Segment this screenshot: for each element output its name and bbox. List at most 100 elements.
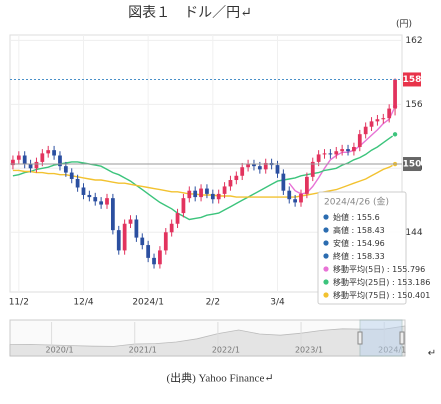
tooltip-separator: :	[389, 278, 397, 287]
candle-body	[375, 119, 380, 122]
tooltip-value: 155.796	[392, 265, 425, 274]
candle-body	[246, 164, 250, 168]
tooltip-label: 移動平均(75日)	[333, 290, 389, 300]
candle-body	[369, 121, 374, 127]
tooltip-dot	[323, 292, 329, 298]
tooltip-dot	[323, 227, 329, 233]
x-tick-label: 11/2	[9, 298, 29, 308]
unit-label: (円)	[396, 19, 412, 30]
candle-body	[40, 153, 45, 162]
candle-body	[110, 198, 115, 231]
candle-body	[93, 197, 98, 202]
candle-body	[187, 190, 192, 199]
tooltip-item: 移動平均(5日) : 155.796	[333, 264, 425, 274]
tooltip-label: 移動平均(25日)	[333, 277, 389, 287]
candle-body	[46, 150, 51, 154]
tooltip-dot	[323, 253, 329, 259]
candle-body	[58, 155, 62, 167]
candle-body	[163, 232, 168, 251]
candle-body	[240, 167, 245, 176]
candle-body	[322, 153, 327, 155]
candle-body	[16, 155, 21, 160]
candle-body	[393, 79, 397, 109]
candle-body	[257, 166, 262, 170]
candle-body	[346, 149, 350, 152]
x-tick-label: 3/4	[270, 298, 285, 308]
tooltip-label: 終値	[333, 251, 349, 261]
tooltip-label: 始値	[333, 212, 349, 222]
candle-body	[63, 166, 68, 173]
candle-body	[234, 175, 239, 181]
candle-body	[34, 161, 39, 169]
tooltip-label: 移動平均(5日)	[333, 264, 384, 274]
candle-body	[193, 190, 198, 198]
candle-body	[293, 199, 298, 203]
candle-body	[181, 198, 186, 214]
price-label-box	[403, 72, 421, 87]
candle-body	[304, 176, 309, 194]
x-tick-label: 2024/1	[132, 298, 164, 308]
candle-body	[210, 193, 215, 200]
candle-body	[316, 154, 321, 162]
tooltip-value: 155.6	[357, 213, 380, 222]
candle-body	[357, 134, 362, 147]
candle-body	[69, 172, 74, 179]
return-mark: ↵	[428, 348, 436, 359]
tooltip-separator: :	[389, 291, 397, 300]
candle-body	[116, 230, 121, 251]
candle-body	[81, 187, 86, 195]
y-tick-label: 144	[405, 228, 422, 238]
candle-body	[387, 108, 392, 119]
navigator-label: 2020/1	[46, 346, 74, 355]
candle-body	[140, 237, 145, 246]
x-tick-label: 12/4	[73, 298, 93, 308]
candle-body	[169, 223, 174, 233]
candle-body	[199, 188, 203, 198]
tooltip-item: 移動平均(75日) : 150.401	[333, 290, 430, 300]
candle-body	[352, 146, 356, 152]
price-label-box	[403, 157, 421, 172]
tooltip-separator: :	[349, 226, 357, 235]
candle-body	[381, 118, 386, 120]
candle-body	[252, 164, 256, 167]
ma-end-dot	[392, 131, 399, 138]
tooltip-separator: :	[349, 213, 357, 222]
candle-body	[152, 257, 156, 265]
y-tick-label: 162	[405, 36, 422, 46]
navigator-handle	[357, 331, 363, 345]
candle-body	[363, 126, 368, 135]
tooltip-separator: :	[349, 239, 357, 248]
candle-body	[216, 193, 221, 200]
candle-body	[28, 164, 33, 169]
tooltip-value: 153.186	[397, 278, 430, 287]
candle-body	[99, 201, 104, 205]
candle-body	[299, 193, 303, 203]
price-label: 150	[403, 160, 422, 170]
tooltip-separator: :	[349, 252, 357, 261]
plot-frame	[9, 34, 403, 293]
navigator-handle	[399, 331, 405, 345]
tooltip-item: 移動平均(25日) : 153.186	[333, 277, 430, 287]
candle-body	[310, 161, 315, 177]
tooltip-dot	[323, 214, 329, 220]
tooltip-item: 始値 : 155.6	[333, 212, 380, 222]
source: (出典) Yahoo Finance↵	[166, 371, 273, 385]
tooltip-date: 2024/4/26 (金)	[324, 196, 389, 208]
candle-body	[287, 190, 292, 200]
tooltip-value: 154.96	[357, 239, 385, 248]
ma-line	[12, 133, 396, 221]
tooltip-item: 高値 : 158.43	[333, 225, 385, 235]
navigator-label: 2021/1	[129, 346, 157, 355]
navigator-label: 2022/1	[212, 346, 240, 355]
candle-body	[340, 149, 345, 152]
price-label: 158	[403, 75, 422, 85]
tooltip-value: 150.401	[397, 291, 430, 300]
tooltip-value: 158.43	[357, 226, 385, 235]
candle-body	[328, 153, 333, 155]
candle-body	[105, 198, 109, 205]
candle-body	[263, 162, 268, 170]
tooltip-item: 終値 : 158.33	[333, 251, 385, 261]
candle-body	[281, 173, 286, 191]
tooltip-dot	[323, 266, 329, 272]
